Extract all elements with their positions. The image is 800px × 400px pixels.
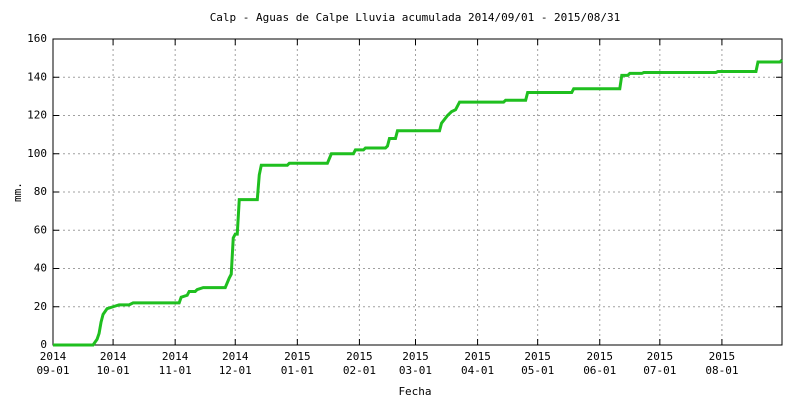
x-tick-label: 09-01 (36, 364, 69, 377)
x-tick-label: 2015 (709, 350, 736, 363)
plot-frame (52, 38, 783, 346)
data-line (53, 58, 784, 347)
x-tick-label: 2015 (647, 350, 674, 363)
x-tick-label: 2015 (464, 350, 491, 363)
y-tick-label: 80 (34, 185, 47, 198)
x-axis-label: Fecha (398, 385, 431, 398)
x-tick-label: 11-01 (159, 364, 192, 377)
y-tick-label: 100 (27, 147, 47, 160)
x-tick-label: 2015 (284, 350, 311, 363)
x-tick-label: 2014 (40, 350, 67, 363)
y-tick-label: 40 (34, 262, 47, 275)
x-tick-label: 12-01 (219, 364, 252, 377)
x-tick-label: 2014 (162, 350, 189, 363)
x-tick-label: 06-01 (583, 364, 616, 377)
x-tick-label: 01-01 (281, 364, 314, 377)
x-tick-label: 08-01 (705, 364, 738, 377)
x-tick-label: 2015 (402, 350, 429, 363)
y-axis-label: mm. (11, 182, 24, 202)
x-tick-label: 07-01 (643, 364, 676, 377)
y-tick-label: 60 (34, 223, 47, 236)
x-tick-label: 05-01 (521, 364, 554, 377)
x-tick-label: 03-01 (399, 364, 432, 377)
y-tick-label: 0 (40, 338, 47, 351)
chart-title: Calp - Aguas de Calpe Lluvia acumulada 2… (210, 11, 621, 24)
x-tick-label: 10-01 (97, 364, 130, 377)
y-tick-label: 160 (27, 32, 47, 45)
x-tick-label: 2014 (222, 350, 249, 363)
x-tick-label: 2015 (587, 350, 614, 363)
y-tick-label: 140 (27, 70, 47, 83)
y-tick-label: 20 (34, 300, 47, 313)
x-tick-label: 2015 (524, 350, 551, 363)
x-tick-label: 2014 (100, 350, 127, 363)
x-tick-label: 04-01 (461, 364, 494, 377)
x-tick-label: 2015 (346, 350, 373, 363)
x-tick-label: 02-01 (343, 364, 376, 377)
y-tick-label: 120 (27, 109, 47, 122)
